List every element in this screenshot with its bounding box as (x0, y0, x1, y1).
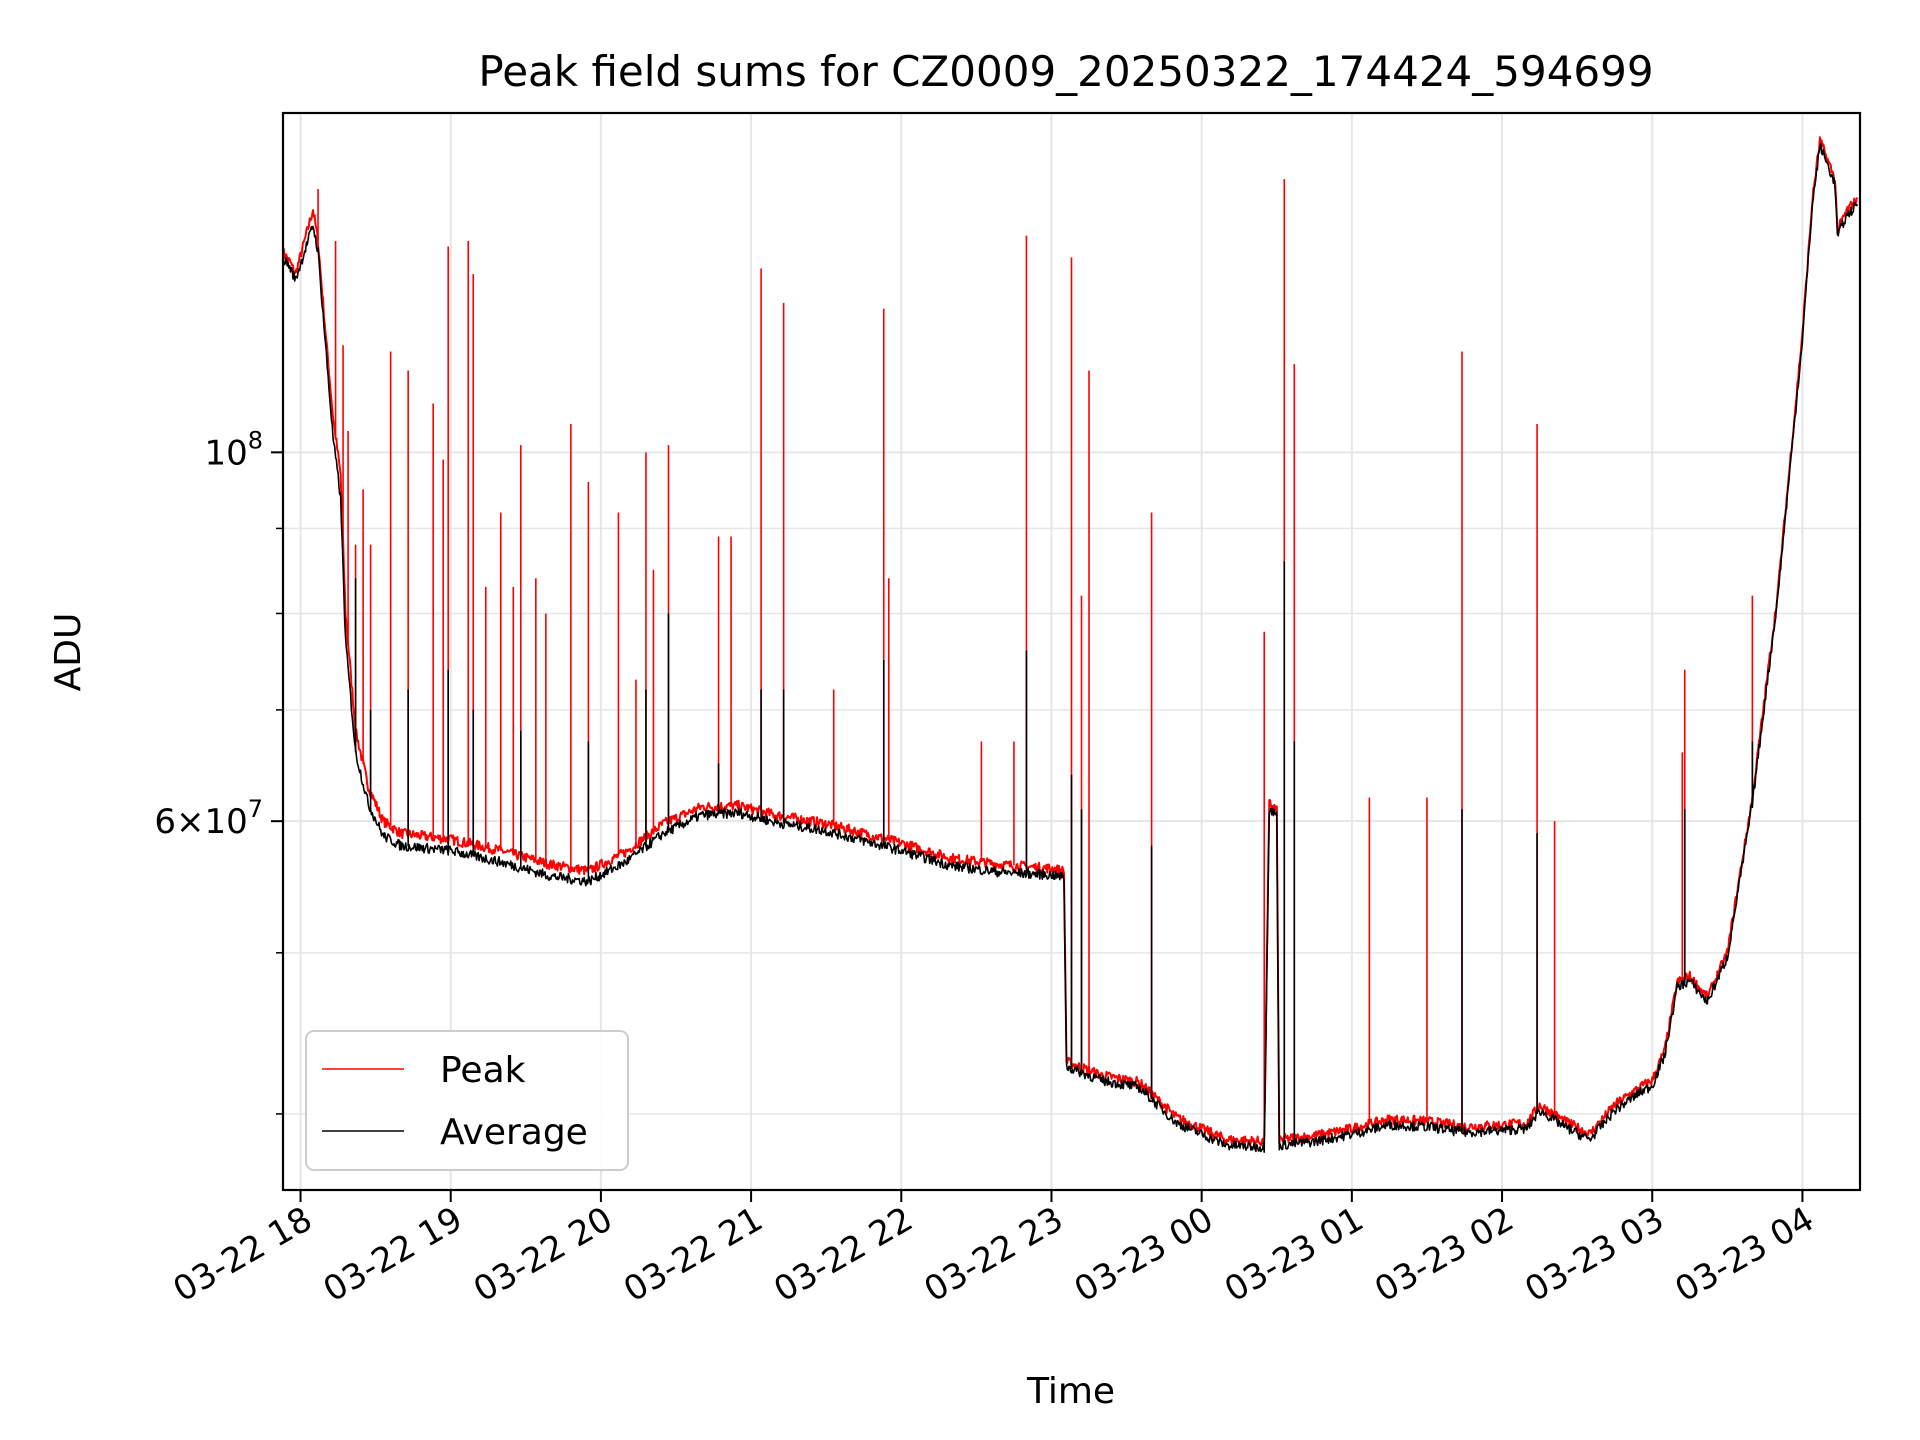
chart-title: Peak field sums for CZ0009_20250322_1744… (478, 47, 1653, 96)
x-tick-label: 03-22 19 (317, 1199, 469, 1310)
y-tick-label: 6×107 (154, 795, 263, 842)
peak-series-line (282, 136, 1859, 1147)
legend: Peak Average (305, 1030, 629, 1171)
x-axis-label: Time (1026, 1371, 1115, 1412)
legend-peak-label: Peak (440, 1050, 526, 1091)
x-tick-label: 03-22 21 (617, 1199, 769, 1310)
y-axis-ticks: 6×107 108 (154, 426, 283, 1115)
average-series-line (282, 142, 1859, 1153)
y-tick-label: 108 (204, 426, 263, 473)
x-tick-label: 03-23 03 (1518, 1199, 1670, 1310)
x-tick-label: 03-22 18 (167, 1199, 319, 1310)
legend-average-label: Average (440, 1112, 588, 1153)
x-tick-label: 03-22 22 (767, 1199, 919, 1310)
y-axis-label: ADU (48, 613, 89, 692)
x-tick-label: 03-23 04 (1669, 1199, 1821, 1310)
x-tick-label: 03-23 00 (1068, 1199, 1220, 1310)
legend-box (305, 1030, 629, 1171)
plot-area (282, 136, 1859, 1153)
x-tick-label: 03-22 23 (918, 1199, 1070, 1310)
x-tick-label: 03-23 02 (1368, 1199, 1520, 1310)
x-tick-label: 03-22 20 (467, 1199, 619, 1310)
x-tick-label: 03-23 01 (1218, 1199, 1370, 1310)
plot-frame (281, 111, 1862, 1192)
